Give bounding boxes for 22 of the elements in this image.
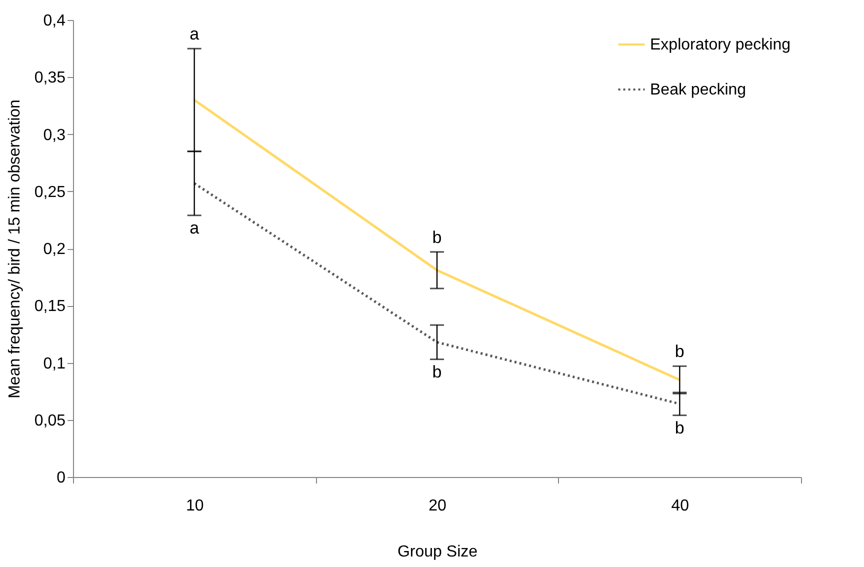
legend-label: Beak pecking: [650, 82, 746, 98]
legend-label: Exploratory pecking: [650, 36, 791, 54]
y-tick-label: 0,15: [34, 298, 66, 316]
y-tick-label: 0,2: [43, 241, 66, 258]
annotation: b: [432, 228, 442, 247]
y-tick-label: 0,1: [43, 355, 66, 372]
y-tick-label: 0: [56, 470, 66, 486]
y-tick-label: 0,4: [43, 12, 66, 30]
x-tick-label: 20: [428, 498, 446, 514]
annotation: a: [190, 24, 200, 44]
x-axis-title: Group Size: [397, 544, 478, 560]
annotation: a: [190, 218, 200, 238]
x-tick-label: 40: [671, 498, 690, 514]
annotation: b: [432, 362, 442, 382]
y-axis-title: Mean frequency/ bird / 15 min observation: [6, 100, 24, 398]
annotation: b: [674, 418, 684, 438]
y-tick-label: 0,25: [34, 184, 66, 201]
x-tick-label: 10: [186, 498, 204, 514]
y-tick-label: 0,05: [34, 412, 66, 430]
annotation: b: [674, 342, 684, 362]
y-tick-label: 0,35: [34, 70, 66, 87]
y-tick-label: 0,3: [43, 126, 66, 144]
